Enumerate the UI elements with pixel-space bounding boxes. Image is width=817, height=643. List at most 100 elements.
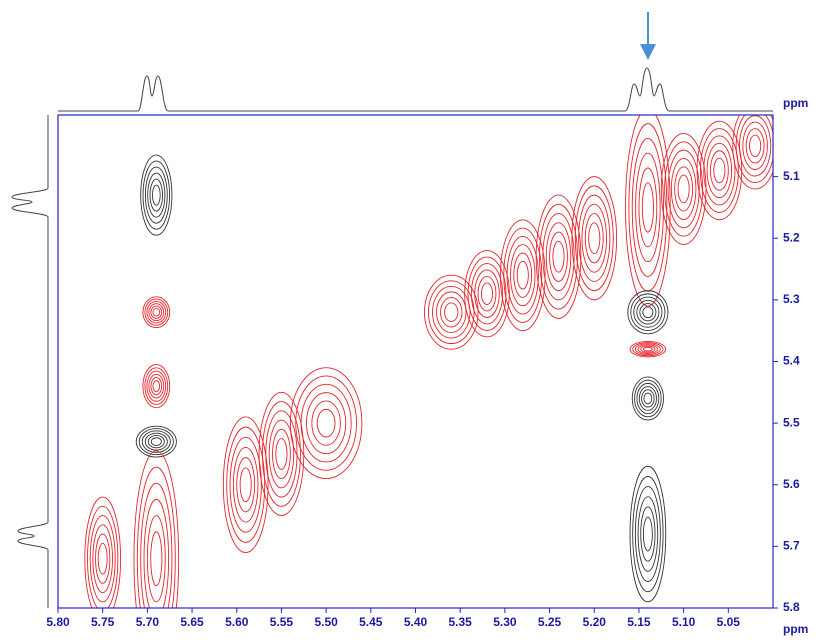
contour-level xyxy=(87,505,119,608)
contour-level xyxy=(480,282,494,305)
contour-level xyxy=(149,178,164,212)
contour-level xyxy=(436,291,467,333)
contour-level xyxy=(739,115,772,177)
contour-level xyxy=(641,389,655,408)
contour-level xyxy=(138,428,174,456)
contour-level xyxy=(634,343,661,356)
contour-level xyxy=(150,377,163,396)
contour-level xyxy=(503,227,543,323)
contour-level xyxy=(142,296,171,329)
contour-level xyxy=(142,160,171,230)
x-axis-label: ppm xyxy=(783,622,808,636)
contour-level xyxy=(664,141,704,237)
contour-level xyxy=(642,516,653,552)
contour-level xyxy=(699,128,739,213)
x-tick-label: 5.65 xyxy=(180,615,204,629)
contour-level xyxy=(640,345,656,353)
y-axis-label: ppm xyxy=(783,96,808,110)
contour-level xyxy=(749,134,762,158)
contour-level xyxy=(535,194,582,319)
contour-level xyxy=(144,166,168,224)
contour-level xyxy=(146,370,167,402)
contour-level xyxy=(552,240,565,273)
contour-level xyxy=(637,344,659,354)
contour-level xyxy=(144,367,169,405)
contour-level xyxy=(627,290,669,335)
contour-level xyxy=(147,434,165,449)
y-tick-label: 5.7 xyxy=(783,539,800,553)
top-projection xyxy=(58,67,773,112)
contour-level xyxy=(229,436,262,533)
contour-level xyxy=(258,391,305,517)
contour-level xyxy=(630,293,666,331)
contour-level xyxy=(148,373,165,399)
x-tick-label: 5.10 xyxy=(672,615,696,629)
contour-level xyxy=(268,419,295,489)
contour-level xyxy=(513,252,533,298)
contour-level xyxy=(635,152,661,263)
contour-level xyxy=(742,121,768,170)
x-tick-label: 5.35 xyxy=(449,615,473,629)
arrow xyxy=(640,12,656,60)
contour-level xyxy=(316,408,336,438)
contour-level xyxy=(92,524,113,594)
contour-level xyxy=(642,306,654,319)
contour-level xyxy=(148,303,165,322)
contour-level xyxy=(295,375,357,471)
contour-level xyxy=(636,382,660,415)
contour-level xyxy=(581,203,607,273)
y-tick-label: 5.6 xyxy=(783,477,800,491)
contour-level xyxy=(732,115,773,190)
contour-level xyxy=(631,376,664,421)
contour-level xyxy=(97,542,108,575)
contour-level xyxy=(150,305,163,319)
contour-level xyxy=(140,154,173,236)
contour-level xyxy=(696,120,743,221)
y-tick-label: 5.1 xyxy=(783,169,800,183)
y-tick-label: 5.2 xyxy=(783,230,800,244)
contour-level xyxy=(140,482,173,608)
contour-level xyxy=(631,137,664,277)
contour-level xyxy=(239,467,252,503)
contour-level xyxy=(226,426,266,543)
contour-level xyxy=(674,166,694,212)
contour-level xyxy=(584,213,604,264)
contour-level xyxy=(144,298,169,326)
x-tick-label: 5.15 xyxy=(627,615,651,629)
contour-level xyxy=(136,466,176,608)
x-tick-label: 5.05 xyxy=(717,615,741,629)
contour-level xyxy=(506,235,539,315)
x-tick-label: 5.55 xyxy=(270,615,294,629)
contour-level xyxy=(637,496,659,572)
contour-level xyxy=(574,185,614,292)
contour-level xyxy=(641,182,654,233)
contour-level xyxy=(144,432,168,451)
contour-level xyxy=(146,515,166,603)
contour-level xyxy=(706,142,733,199)
y-tick-label: 5.8 xyxy=(783,600,800,614)
contour-level xyxy=(311,400,341,446)
contour-level xyxy=(713,157,726,184)
contour-level xyxy=(232,447,259,523)
contour-level xyxy=(670,157,697,220)
x-tick-label: 5.60 xyxy=(225,615,249,629)
contour-level xyxy=(629,341,667,358)
contour-level xyxy=(709,150,729,191)
contour-level xyxy=(152,380,161,392)
contour-level xyxy=(571,176,618,301)
contour-level xyxy=(261,401,301,507)
contour-level xyxy=(150,437,162,446)
x-tick-label: 5.75 xyxy=(91,615,115,629)
contour-level xyxy=(516,260,529,290)
contour-level xyxy=(151,184,161,206)
contour-level xyxy=(147,172,166,218)
contour-level xyxy=(272,428,291,480)
contour-level xyxy=(84,496,122,608)
x-tick-label: 5.40 xyxy=(404,615,428,629)
contour-level xyxy=(628,123,668,292)
contour-level xyxy=(745,128,765,164)
contour-level xyxy=(545,222,572,292)
contour-level xyxy=(629,465,667,603)
x-tick-label: 5.30 xyxy=(493,615,517,629)
